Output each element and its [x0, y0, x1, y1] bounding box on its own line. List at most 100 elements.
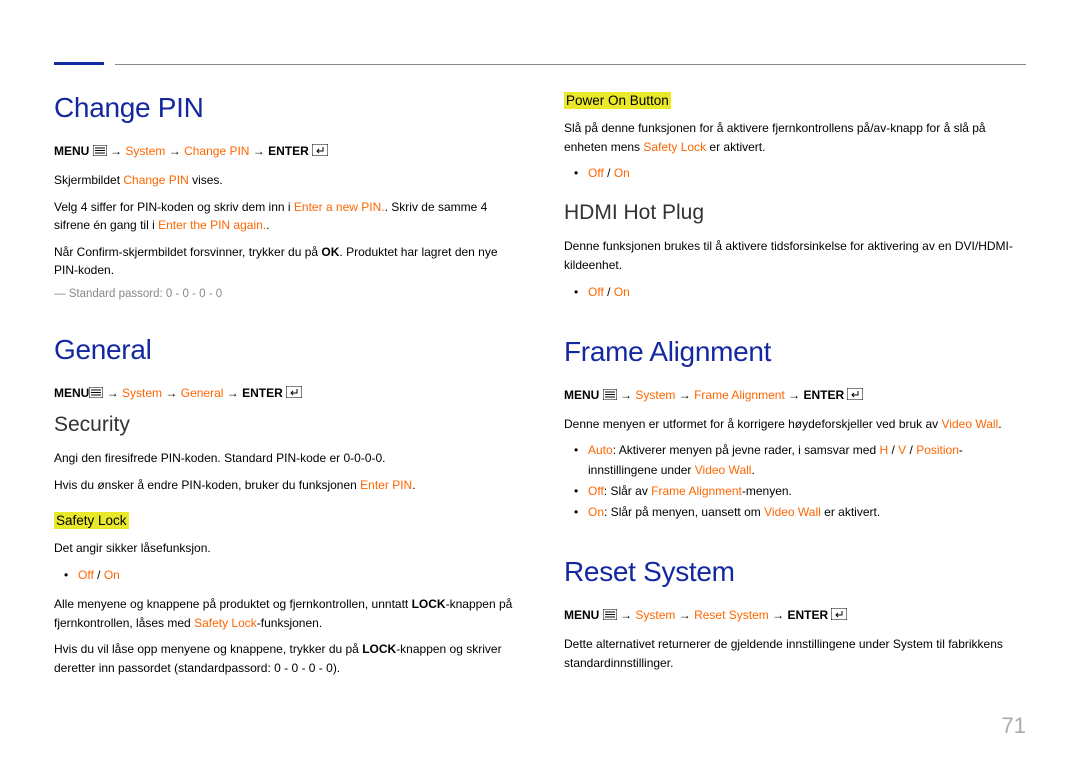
text-fragment: er aktivert.: [706, 140, 765, 154]
option-list: Off / On: [78, 566, 516, 585]
note-text: ― Standard passord: 0 - 0 - 0 - 0: [54, 288, 516, 300]
option-on: On: [614, 166, 630, 180]
menu-icon: [603, 387, 617, 405]
path-enter-label: ENTER: [268, 144, 309, 158]
path-arrow: →: [227, 386, 242, 400]
path-menu-label: MENU: [564, 388, 599, 402]
text-fragment: -menyen.: [742, 484, 792, 498]
path-arrow: →: [620, 388, 635, 402]
heading-hdmi-hot-plug: HDMI Hot Plug: [564, 201, 1026, 225]
body-text: Dette alternativet returnerer de gjelden…: [564, 635, 1026, 672]
option-on: On: [614, 285, 630, 299]
text-orange: Video Wall: [942, 417, 999, 431]
note-dash: ―: [54, 288, 69, 300]
path-arrow: →: [169, 144, 184, 158]
text-fragment: Alle menyene og knappene på produktet og…: [54, 597, 412, 611]
body-text: Hvis du vil låse opp menyene og knappene…: [54, 640, 516, 677]
text-orange: Off: [588, 484, 604, 498]
text-fragment: /: [906, 443, 916, 457]
text-fragment: .: [266, 218, 269, 232]
path-arrow: →: [107, 386, 122, 400]
path-arrow: →: [253, 144, 268, 158]
text-fragment: .: [412, 478, 415, 492]
text-fragment: : Aktiverer menyen på jevne rader, i sam…: [613, 443, 880, 457]
option-on: On: [104, 568, 120, 582]
option-list: Off / On: [588, 283, 1026, 302]
text-fragment: Slå på denne funksjonen for å aktivere f…: [564, 121, 986, 154]
nav-path-general: MENU → System → General → ENTER: [54, 384, 516, 403]
path-system: System: [635, 608, 675, 622]
text-orange: Enter the PIN again.: [158, 218, 266, 232]
header-accent-bar: [54, 62, 104, 65]
list-item: Auto: Aktiverer menyen på jevne rader, i…: [588, 441, 1026, 479]
text-orange: Enter a new PIN.: [294, 200, 385, 214]
body-text: Angi den firesifrede PIN-koden. Standard…: [54, 449, 516, 468]
text-orange: V: [898, 443, 906, 457]
path-item: Reset System: [694, 608, 769, 622]
text-fragment: : Slår på menyen, uansett om: [604, 505, 764, 519]
text-fragment: vises.: [189, 173, 223, 187]
path-enter-label: ENTER: [803, 388, 844, 402]
enter-icon: [847, 387, 863, 405]
left-column: Change PIN MENU → System → Change PIN → …: [54, 92, 516, 711]
header-rule: [115, 64, 1026, 65]
list-item: Off / On: [588, 283, 1026, 302]
text-bold: LOCK: [412, 597, 446, 611]
enter-icon: [831, 607, 847, 625]
option-off: Off: [588, 166, 604, 180]
section-frame-alignment: Frame Alignment MENU → System → Frame Al…: [564, 336, 1026, 522]
list-item: Off / On: [78, 566, 516, 585]
note-body: Standard passord: 0 - 0 - 0 - 0: [69, 288, 222, 300]
path-menu-label: MENU: [54, 386, 89, 400]
path-item: Frame Alignment: [694, 388, 785, 402]
text-orange: On: [588, 505, 604, 519]
page-content: Change PIN MENU → System → Change PIN → …: [54, 92, 1026, 711]
text-orange: Change PIN: [123, 173, 188, 187]
text-bold: OK: [321, 245, 339, 259]
text-fragment: -funksjonen.: [257, 616, 322, 630]
path-arrow: →: [110, 144, 125, 158]
text-fragment: : Slår av: [604, 484, 651, 498]
path-enter-label: ENTER: [242, 386, 283, 400]
path-arrow: →: [679, 388, 694, 402]
subsection-power-on-button: Power On Button Slå på denne funksjonen …: [564, 92, 1026, 183]
text-fragment: Denne menyen er utformet for å korrigere…: [564, 417, 942, 431]
body-text: Hvis du ønsker å endre PIN-koden, bruker…: [54, 476, 516, 495]
section-change-pin: Change PIN MENU → System → Change PIN → …: [54, 92, 516, 300]
section-general: General MENU → System → General → ENTER …: [54, 334, 516, 677]
path-arrow: →: [772, 608, 787, 622]
path-item: Change PIN: [184, 144, 249, 158]
path-system: System: [122, 386, 162, 400]
enter-icon: [286, 385, 302, 403]
heading-general: General: [54, 334, 516, 366]
subsection-safety-lock: Safety Lock Det angir sikker låsefunksjo…: [54, 512, 516, 677]
text-orange: Frame Alignment: [651, 484, 742, 498]
option-list: Off / On: [588, 164, 1026, 183]
path-arrow: →: [788, 388, 803, 402]
option-sep: /: [604, 166, 614, 180]
text-orange: Auto: [588, 443, 613, 457]
path-enter-label: ENTER: [787, 608, 828, 622]
path-arrow: →: [620, 608, 635, 622]
body-text: Denne funksjonen brukes til å aktivere t…: [564, 237, 1026, 274]
text-fragment: .: [751, 463, 754, 477]
heading-safety-lock: Safety Lock: [54, 512, 129, 529]
body-text: Denne menyen er utformet for å korrigere…: [564, 415, 1026, 434]
option-list: Auto: Aktiverer menyen på jevne rader, i…: [588, 441, 1026, 522]
heading-security: Security: [54, 413, 516, 437]
text-fragment: /: [888, 443, 898, 457]
text-fragment: er aktivert.: [821, 505, 880, 519]
body-text: Slå på denne funksjonen for å aktivere f…: [564, 119, 1026, 156]
heading-power-on-button: Power On Button: [564, 92, 671, 109]
text-orange: Safety Lock: [643, 140, 706, 154]
body-text: Alle menyene og knappene på produktet og…: [54, 595, 516, 632]
path-arrow: →: [165, 386, 180, 400]
menu-icon: [89, 385, 103, 403]
body-text: Velg 4 siffer for PIN-koden og skriv dem…: [54, 198, 516, 235]
text-orange: H: [879, 443, 888, 457]
text-fragment: Skjermbildet: [54, 173, 123, 187]
list-item: On: Slår på menyen, uansett om Video Wal…: [588, 503, 1026, 522]
heading-reset-system: Reset System: [564, 556, 1026, 588]
enter-icon: [312, 143, 328, 161]
body-text: Når Confirm-skjermbildet forsvinner, try…: [54, 243, 516, 280]
